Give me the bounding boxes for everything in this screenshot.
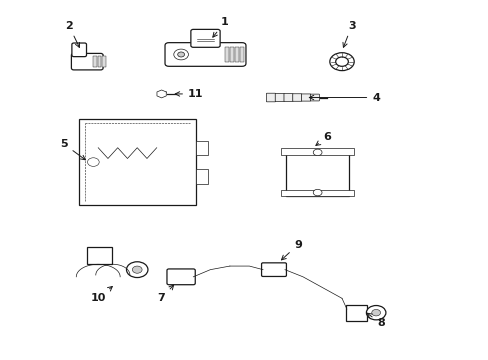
Circle shape (313, 149, 322, 156)
Text: 3: 3 (342, 21, 355, 47)
Circle shape (366, 306, 385, 320)
Text: 2: 2 (65, 21, 80, 48)
Circle shape (177, 52, 184, 57)
Bar (239, 46, 243, 62)
Circle shape (313, 189, 322, 196)
Text: 10: 10 (90, 287, 112, 303)
FancyBboxPatch shape (275, 93, 284, 102)
FancyBboxPatch shape (164, 42, 245, 66)
Text: 6: 6 (315, 132, 331, 145)
FancyBboxPatch shape (87, 247, 112, 264)
Circle shape (329, 53, 353, 71)
Text: 5: 5 (60, 139, 85, 160)
Bar (79, 119, 195, 205)
FancyBboxPatch shape (71, 53, 103, 70)
Text: 7: 7 (158, 285, 173, 303)
Bar (195, 169, 207, 184)
FancyBboxPatch shape (261, 263, 286, 276)
Circle shape (87, 158, 99, 166)
Text: 1: 1 (212, 17, 228, 37)
Bar (195, 140, 207, 155)
FancyBboxPatch shape (310, 94, 319, 101)
FancyBboxPatch shape (72, 43, 86, 57)
Bar (285, 149, 348, 196)
Circle shape (173, 49, 188, 60)
Bar (234, 46, 238, 62)
FancyBboxPatch shape (284, 94, 292, 102)
Circle shape (371, 310, 380, 316)
FancyBboxPatch shape (301, 94, 310, 101)
Bar (281, 148, 353, 155)
Bar (93, 56, 97, 67)
FancyBboxPatch shape (292, 94, 301, 101)
Bar (102, 56, 105, 67)
Text: 9: 9 (281, 239, 302, 260)
Text: 11: 11 (175, 89, 203, 99)
Bar (224, 46, 228, 62)
FancyBboxPatch shape (266, 93, 275, 102)
FancyBboxPatch shape (166, 269, 195, 285)
Bar (229, 46, 233, 62)
Polygon shape (157, 90, 166, 98)
Bar (98, 56, 101, 67)
Text: 8: 8 (366, 313, 384, 328)
Circle shape (126, 262, 148, 278)
Text: 4: 4 (309, 93, 379, 103)
Bar (281, 190, 353, 196)
Circle shape (132, 266, 142, 273)
FancyBboxPatch shape (345, 305, 366, 320)
FancyBboxPatch shape (190, 30, 220, 47)
Circle shape (335, 57, 347, 66)
